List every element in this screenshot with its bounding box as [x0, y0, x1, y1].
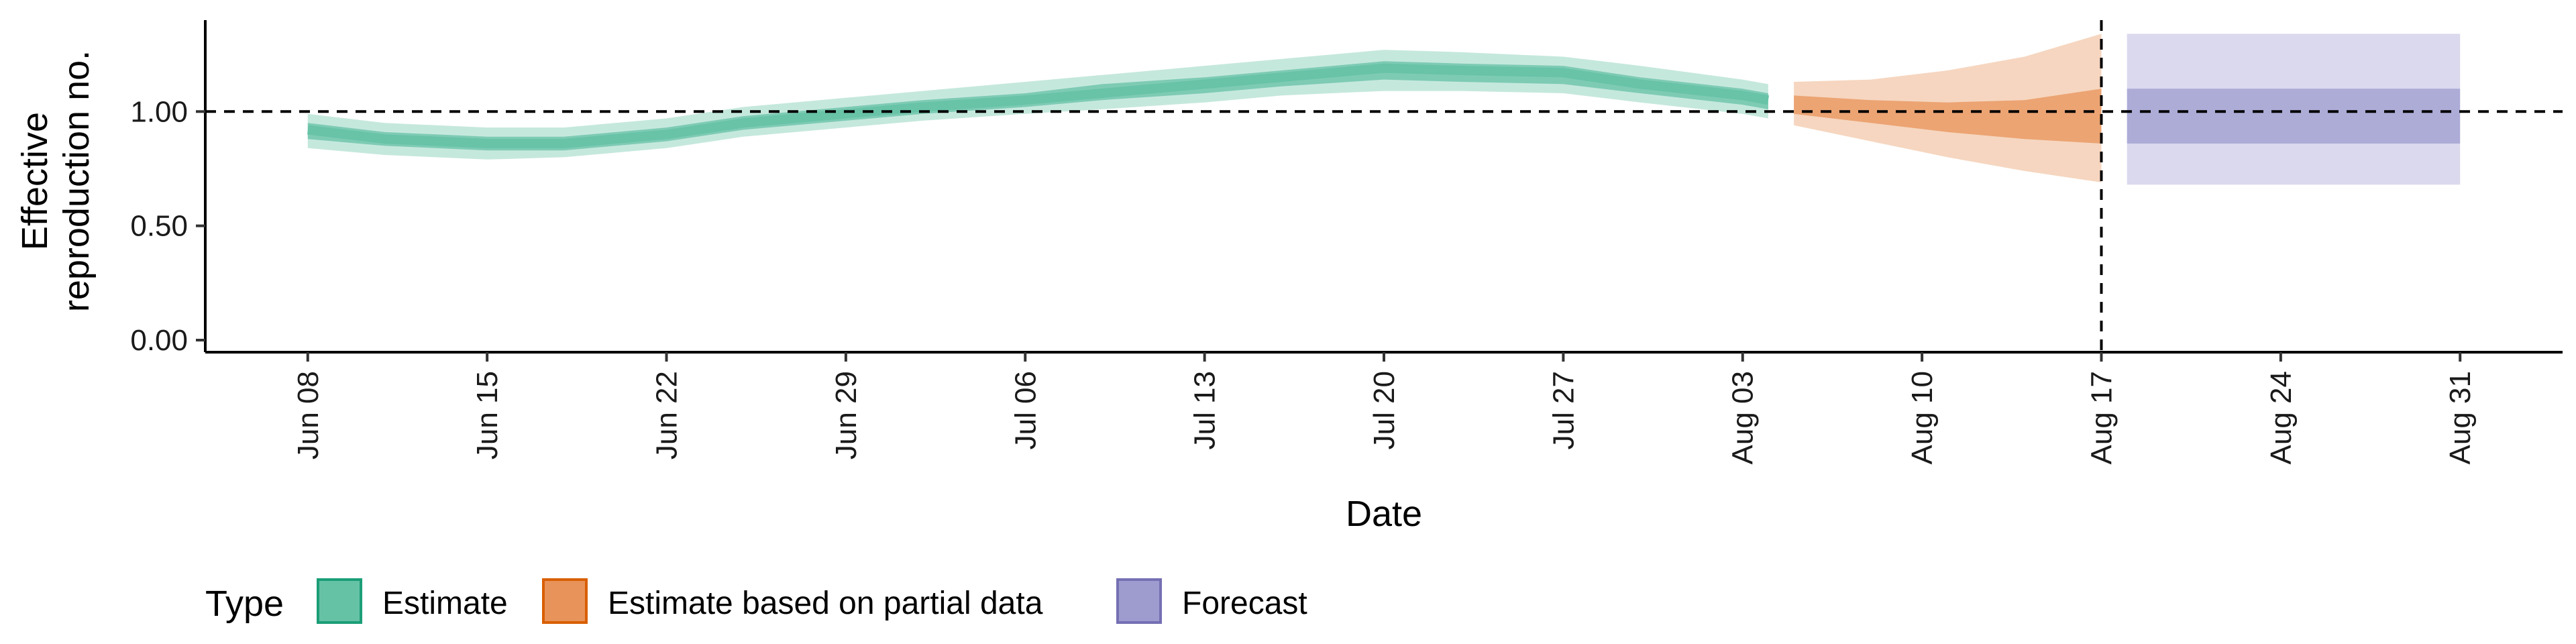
legend: Type Estimate Estimate based on partial … — [205, 578, 1307, 624]
x-tick-label: Jun 15 — [471, 371, 504, 460]
y-axis-title-line-1: Effective — [15, 112, 55, 250]
x-tick-label: Aug 31 — [2444, 371, 2477, 464]
x-tick-label: Aug 24 — [2265, 371, 2298, 464]
band-50-estimate — [307, 61, 1768, 151]
legend-label-estimate: Estimate — [382, 586, 508, 621]
x-tick-label: Aug 17 — [2085, 371, 2118, 464]
x-tick-label: Jul 27 — [1547, 371, 1580, 449]
x-tick-label: Jul 20 — [1368, 371, 1401, 449]
x-axis-title: Date — [1346, 494, 1422, 534]
x-tick-label: Jun 08 — [292, 371, 325, 460]
median-line-estimate — [307, 63, 1770, 148]
x-tick-label: Jun 29 — [830, 371, 863, 460]
legend-title: Type — [205, 584, 284, 624]
y-tick-label: 0.00 — [130, 324, 188, 357]
x-tick-label: Jul 06 — [1009, 371, 1042, 449]
legend-key-estimate — [317, 578, 362, 624]
x-tick-label: Jul 13 — [1189, 371, 1222, 449]
x-tick-label: Aug 10 — [1906, 371, 1939, 464]
uncertainty-bands — [307, 34, 2461, 185]
x-tick-label: Aug 03 — [1727, 371, 1760, 464]
y-tick-label: 0.50 — [130, 210, 188, 243]
band-50-forecast — [2127, 89, 2461, 144]
legend-key-partial-data — [542, 578, 588, 624]
y-axis-title: Effective reproduction no. — [15, 50, 97, 312]
x-tick-label: Jun 22 — [651, 371, 684, 460]
band-50-estimate-based-on-partial-data — [1794, 89, 2102, 144]
legend-label-forecast: Forecast — [1182, 586, 1307, 621]
y-axis-title-line-2: reproduction no. — [56, 50, 97, 312]
legend-label-partial-data: Estimate based on partial data — [608, 586, 1043, 621]
ticks: 0.00 0.50 1.00 Jun 08 Jun 15 Jun 22 Jun 29 Jul … — [130, 95, 2477, 464]
legend-key-forecast — [1116, 578, 1162, 624]
y-tick-label: 1.00 — [130, 95, 188, 128]
